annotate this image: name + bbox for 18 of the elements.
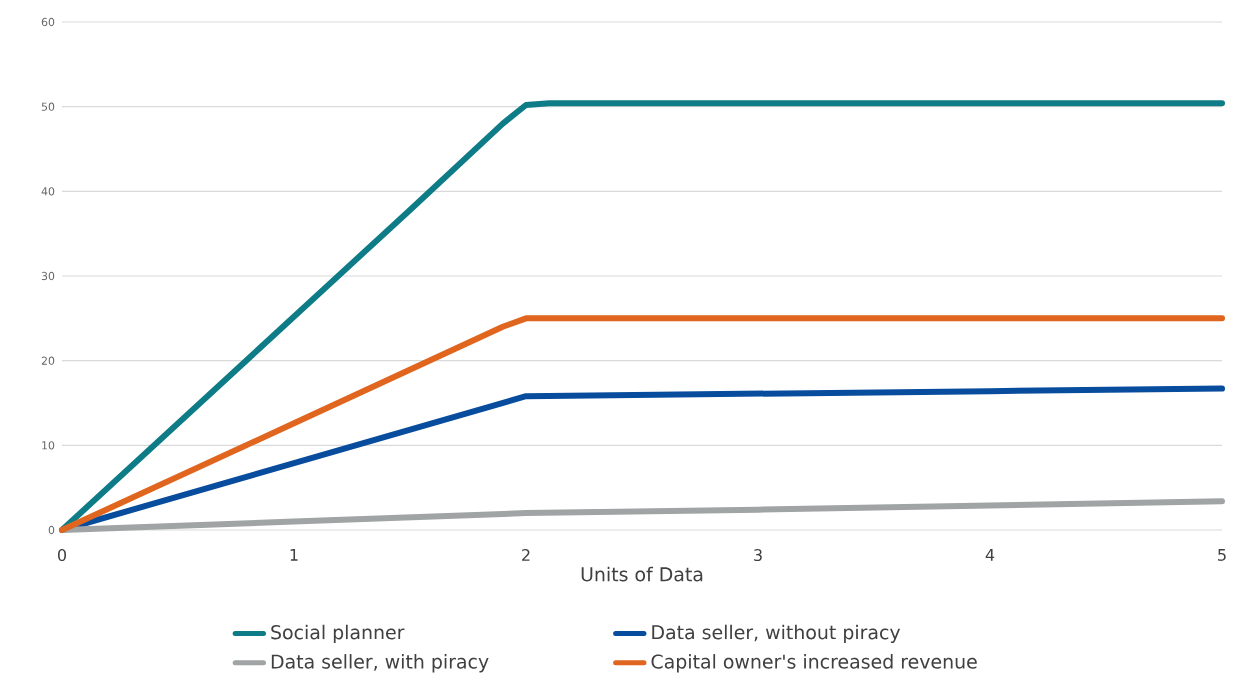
y-tick-label: 0 — [48, 525, 55, 535]
x-tick-label: 2 — [522, 549, 530, 561]
x-tick-label: 0 — [57, 549, 67, 562]
x-tick-label: 1 — [290, 549, 298, 561]
y-tick-label: 30 — [41, 271, 55, 281]
y-tick-label: 60 — [41, 17, 55, 27]
y-tick-label: 10 — [42, 441, 55, 450]
y-tick-label: 50 — [41, 102, 55, 111]
x-tick-label: 3 — [754, 549, 762, 562]
y-tick-label: 20 — [41, 356, 55, 365]
legend-label: Data seller, without piracy — [652, 624, 901, 644]
legend-label: Capital owner's increased revenue — [651, 654, 977, 673]
legend-label: Social planner — [271, 624, 405, 644]
x-tick-label: 4 — [985, 549, 995, 561]
x-axis-title: Units of Data — [581, 566, 703, 582]
legend-label: Data seller, with piracy — [271, 654, 489, 673]
x-tick-label: 5 — [1218, 549, 1226, 561]
y-tick-label: 40 — [41, 187, 55, 196]
